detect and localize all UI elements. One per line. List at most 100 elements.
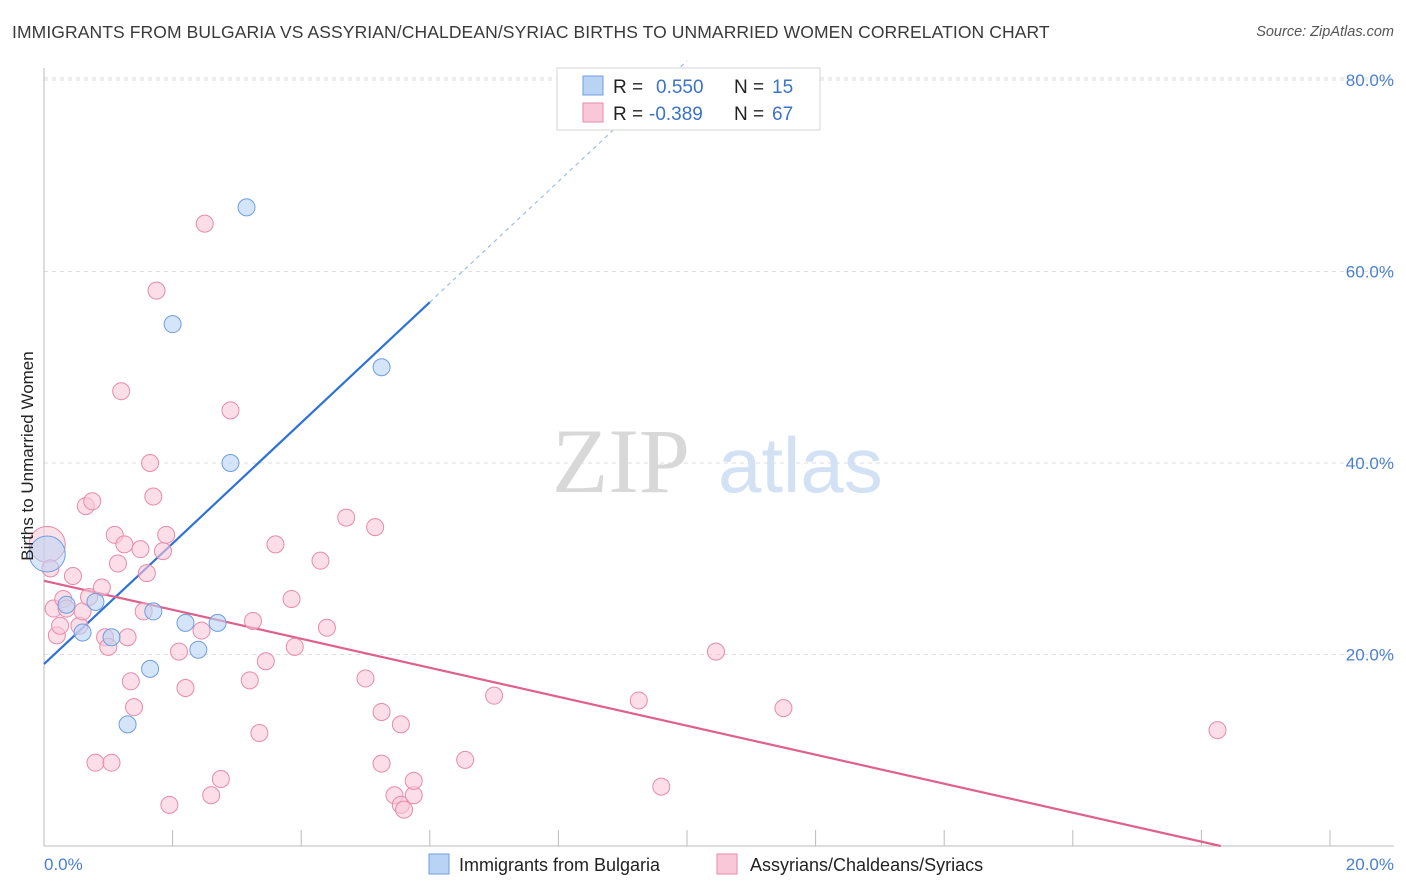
trend-lines [43,60,1221,848]
point-assyrian-57 [391,715,410,734]
y-tick-label-20: 20.0% [1346,646,1394,665]
point-bulgaria-0 [28,535,66,573]
point-assyrian-50 [337,508,356,527]
point-assyrian-30 [147,281,166,300]
legend-n-label-1: N = [734,77,764,98]
point-assyrian-38 [202,786,221,805]
grid-lines [44,77,1394,655]
legend-n-value-2: 67 [772,104,793,125]
point-assyrian-39 [211,769,230,788]
point-assyrian-43 [250,724,269,743]
point-assyrian-7 [63,566,82,585]
point-assyrian-61 [456,750,475,769]
point-assyrian-4 [51,616,70,635]
point-assyrian-21 [115,535,134,554]
point-assyrian-32 [157,525,176,544]
point-assyrian-19 [108,554,127,573]
y-tick-label-40: 40.0% [1346,454,1394,473]
point-assyrian-63 [629,691,648,710]
legend-swatch-bulgaria [582,75,604,96]
point-assyrian-12 [83,492,102,511]
point-assyrian-49 [317,618,336,637]
point-assyrian-31 [153,542,172,561]
point-assyrian-60 [404,771,423,790]
point-assyrian-51 [356,669,375,688]
series-legend-label-bulgaria: Immigrants from Bulgaria [459,855,661,875]
data-points [28,198,1227,819]
point-assyrian-64 [652,777,671,796]
point-assyrian-42 [243,611,262,630]
y-axis-label: Births to Unmarried Women [18,351,37,560]
point-assyrian-28 [141,454,160,472]
point-assyrian-40 [221,401,240,420]
point-assyrian-20 [112,382,131,401]
point-bulgaria-1 [57,595,76,614]
point-assyrian-52 [366,518,385,537]
legend-r-label-2: R = [613,104,643,125]
point-bulgaria-12 [221,454,240,472]
point-bulgaria-3 [86,592,105,611]
series-legend-swatch-assyrian [716,853,738,875]
source-label: Source: ZipAtlas.com [1256,24,1394,40]
stats-legend: R = 0.550 N = 15 R = -0.389 N = 67 [556,67,821,131]
chart-title: IMMIGRANTS FROM BULGARIA VS ASSYRIAN/CHA… [12,22,1050,42]
point-assyrian-58 [395,800,414,819]
point-assyrian-27 [137,564,156,583]
trend-line-bulgaria [43,301,431,665]
point-assyrian-29 [144,487,163,506]
watermark-atlas: atlas [718,421,883,509]
point-bulgaria-13 [237,198,256,217]
legend-n-label-2: N = [734,104,764,125]
point-bulgaria-10 [189,640,208,659]
point-bulgaria-14 [372,358,391,377]
point-assyrian-35 [176,679,195,698]
point-bulgaria-9 [176,613,195,632]
point-assyrian-36 [192,621,211,640]
x-tick-label-max: 20.0% [1346,855,1394,874]
point-assyrian-54 [372,754,391,773]
point-assyrian-53 [372,702,391,721]
series-legend-label-assyrian: Assyrians/Chaldeans/Syriacs [750,855,983,875]
y-tick-labels: 20.0% 40.0% 60.0% 80.0% [1346,71,1394,665]
x-tick-label-min: 0.0% [44,855,83,874]
point-assyrian-17 [102,753,121,772]
point-assyrian-66 [774,699,793,718]
point-assyrian-22 [118,628,137,647]
point-assyrian-34 [170,642,189,661]
point-assyrian-37 [195,214,214,233]
point-assyrian-33 [160,795,179,814]
point-bulgaria-6 [141,659,160,678]
point-assyrian-41 [240,671,259,690]
y-tick-label-80: 80.0% [1346,71,1394,90]
point-assyrian-44 [256,652,275,671]
point-bulgaria-11 [208,613,227,632]
point-assyrian-13 [86,753,105,772]
point-assyrian-24 [125,698,144,717]
y-tick-label-60: 60.0% [1346,263,1394,282]
series-legend-swatch-bulgaria [428,853,450,875]
point-assyrian-25 [131,540,150,559]
point-bulgaria-2 [73,623,92,642]
point-assyrian-47 [285,637,304,656]
point-bulgaria-8 [163,315,182,334]
trend-line-assyrian [43,579,1221,848]
point-bulgaria-7 [144,602,163,621]
point-bulgaria-5 [118,715,137,734]
point-bulgaria-4 [102,628,121,647]
point-assyrian-23 [121,672,140,691]
legend-swatch-assyrian [582,102,604,123]
point-assyrian-46 [282,589,301,608]
point-assyrian-67 [1208,721,1227,740]
series-legend: Immigrants from Bulgaria Assyrians/Chald… [428,853,983,875]
point-assyrian-45 [266,535,285,554]
point-assyrian-62 [485,686,504,705]
point-assyrian-65 [706,642,725,661]
x-tick-marks [172,830,1331,846]
trend-line-bulgaria-extension [429,60,688,303]
point-assyrian-48 [311,551,330,570]
legend-r-value-1: 0.550 [656,77,704,98]
watermark-zip: ZIP [552,410,690,512]
legend-n-value-1: 15 [772,77,793,98]
legend-r-value-2: -0.389 [649,104,703,125]
